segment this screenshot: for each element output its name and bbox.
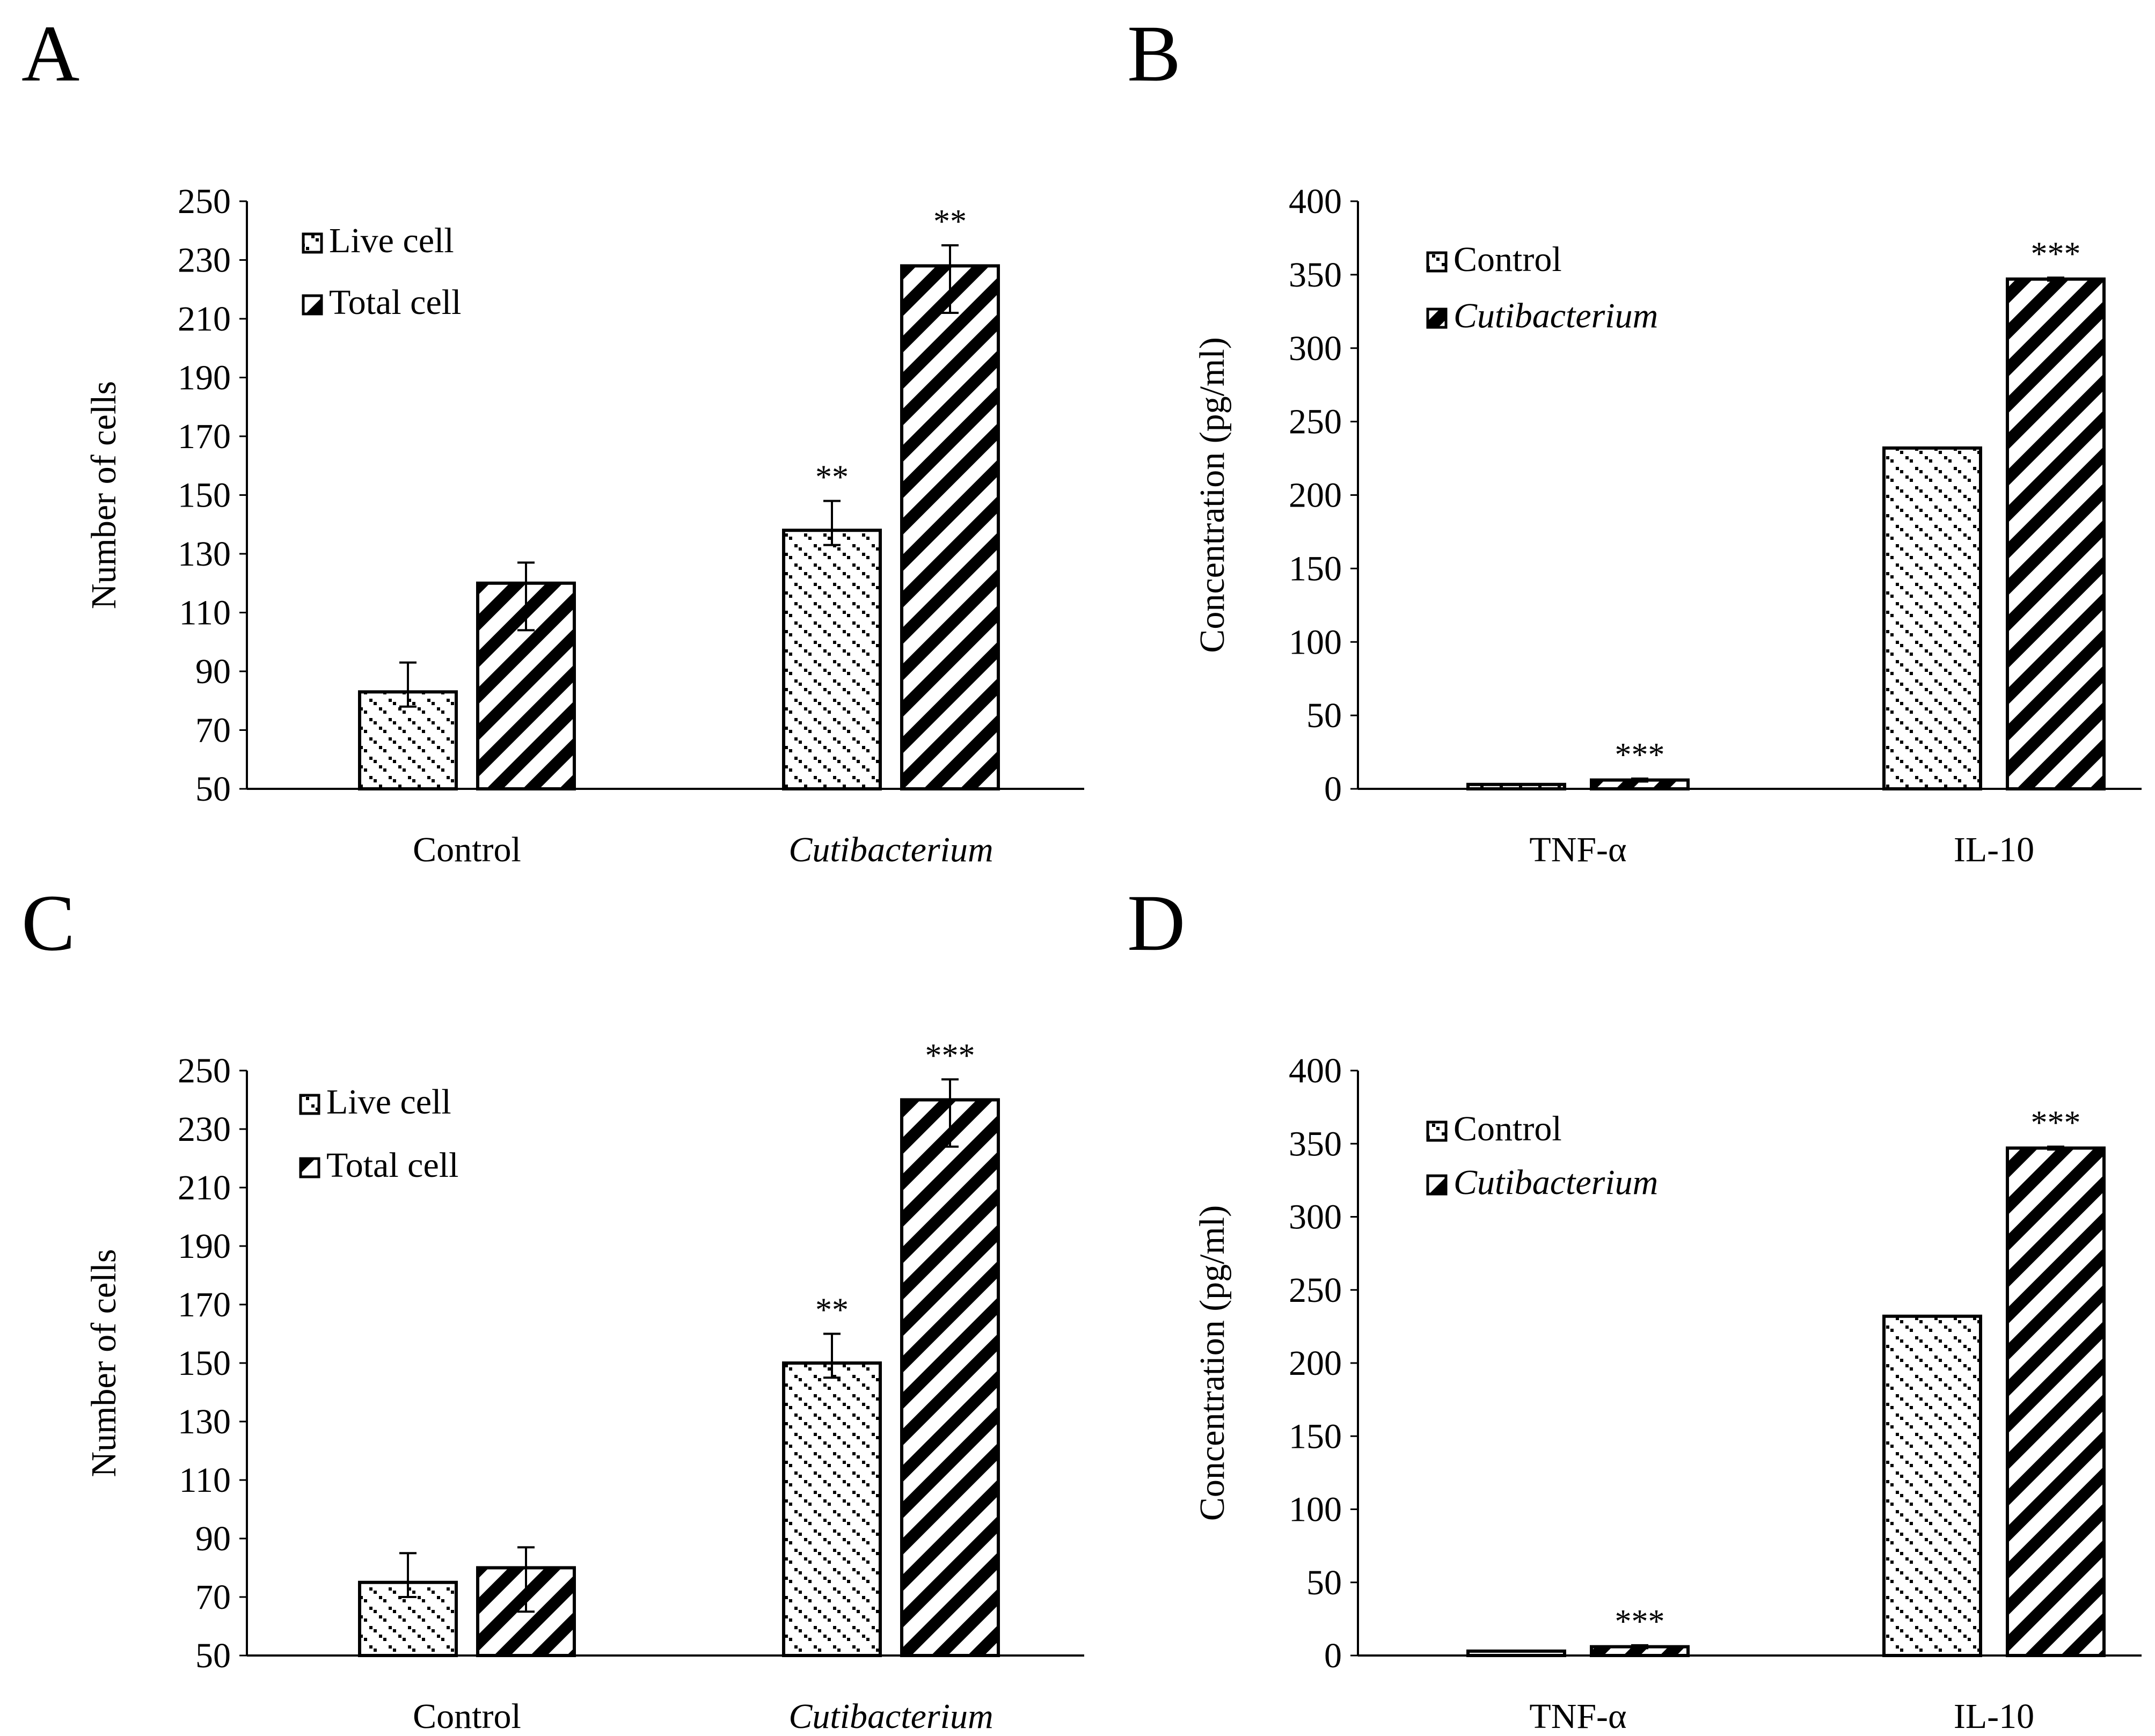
y-tick-label: 150: [178, 476, 231, 515]
y-tick-label: 400: [1289, 182, 1342, 221]
legend-swatch: [302, 232, 323, 254]
bar: [900, 264, 1000, 790]
chart-panel-a: A 50 70 90 110 130 150 170 190 210 230 250 Number of…: [21, 9, 1084, 869]
y-axis-title: Number of cells: [84, 1249, 123, 1477]
y-tick-label: 50: [195, 770, 231, 809]
x-category-label: TNF-α: [1529, 830, 1626, 869]
y-tick-label: 400: [1289, 1051, 1342, 1090]
y-tick-label: 150: [1289, 1417, 1342, 1456]
legend-label: Control: [1453, 1109, 1562, 1148]
x-category-label: TNF-α: [1529, 1697, 1626, 1736]
significance-marker: ***: [2031, 1105, 2081, 1141]
significance-marker: ***: [925, 1037, 975, 1074]
legend-label: Total cell: [329, 283, 461, 322]
y-tick-label: 200: [1289, 1344, 1342, 1383]
y-tick-label: 300: [1289, 329, 1342, 368]
y-axis-title: Number of cells: [84, 381, 123, 609]
y-tick-label: 350: [1289, 1124, 1342, 1163]
panel-letter: B: [1127, 9, 1181, 98]
significance-marker: **: [815, 1292, 849, 1329]
y-tick-label: 170: [178, 417, 231, 456]
y-tick-label: 250: [178, 1051, 231, 1090]
legend-swatch: [1426, 1120, 1448, 1142]
bar: [2006, 1146, 2106, 1658]
y-tick-label: 250: [178, 182, 231, 221]
y-tick-label: 230: [178, 1110, 231, 1149]
chart-panel-c: C 50 70 90 110 130 150 170 190 210 230 250 Number of…: [21, 878, 1084, 1736]
y-tick-label: 230: [178, 241, 231, 280]
x-category-label: Control: [413, 830, 521, 869]
legend-swatch: [1426, 1174, 1448, 1196]
legend-swatch: [299, 1157, 320, 1178]
y-axis-title: Concentration (pg/ml): [1193, 1205, 1232, 1521]
y-tick-label: 190: [178, 1227, 231, 1266]
bar: [900, 1098, 1000, 1657]
y-tick-label: 50: [1306, 1563, 1342, 1602]
y-tick-label: 210: [178, 299, 231, 339]
legend-swatch: [1426, 307, 1448, 329]
legend-swatch: [1426, 251, 1448, 273]
y-tick-label: 70: [195, 711, 231, 750]
y-tick-label: 110: [179, 1461, 231, 1500]
legend-label: Live cell: [326, 1082, 451, 1122]
legend-label: Total cell: [326, 1146, 458, 1185]
y-tick-label: 190: [178, 358, 231, 398]
y-tick-label: 350: [1289, 255, 1342, 295]
y-tick-label: 210: [178, 1168, 231, 1207]
x-category-label: IL-10: [1954, 830, 2034, 869]
x-category-label: IL-10: [1954, 1697, 2034, 1736]
y-tick-label: 100: [1289, 1490, 1342, 1529]
bar: [1882, 446, 1982, 790]
y-tick-label: 250: [1289, 1271, 1342, 1310]
significance-marker: ***: [1615, 737, 1665, 773]
significance-marker: **: [815, 459, 849, 495]
legend-swatch: [299, 1094, 320, 1115]
y-tick-label: 150: [178, 1344, 231, 1383]
bar: [782, 1361, 882, 1657]
y-tick-label: 300: [1289, 1198, 1342, 1237]
y-tick-label: 50: [1306, 696, 1342, 735]
y-tick-label: 90: [195, 652, 231, 691]
y-tick-label: 130: [178, 1402, 231, 1441]
bar: [782, 529, 882, 790]
y-tick-label: 0: [1324, 770, 1342, 809]
legend-label: Control: [1453, 240, 1562, 279]
significance-marker: ***: [1615, 1603, 1665, 1640]
bar: [1882, 1314, 1982, 1658]
y-axis-title: Concentration (pg/ml): [1193, 337, 1232, 653]
y-tick-label: 250: [1289, 402, 1342, 442]
legend-label: Live cell: [329, 221, 454, 260]
chart-panel-b: B 0 50 100 150 200 250 300 350 400 Concentration (…: [1127, 9, 2142, 869]
y-tick-label: 110: [179, 594, 231, 633]
legend-label: Cutibacterium: [1453, 296, 1658, 335]
panel-letter: A: [21, 9, 79, 98]
y-tick-label: 0: [1324, 1636, 1342, 1675]
bar: [2006, 277, 2106, 790]
significance-marker: ***: [2031, 236, 2081, 272]
y-tick-label: 90: [195, 1519, 231, 1558]
x-category-label: Control: [413, 1697, 521, 1736]
x-category-label: Cutibacterium: [788, 1697, 993, 1736]
y-tick-label: 70: [195, 1578, 231, 1617]
y-tick-label: 130: [178, 534, 231, 574]
significance-marker: **: [933, 203, 967, 240]
panel-letter: D: [1127, 878, 1185, 968]
y-tick-label: 200: [1289, 476, 1342, 515]
x-category-label: Cutibacterium: [788, 830, 993, 869]
chart-panel-d: D 0 50 100 150 200 250 300 350 400 Concentration (…: [1127, 878, 2142, 1736]
y-tick-label: 150: [1289, 549, 1342, 588]
bar: [1466, 782, 1566, 790]
panel-letter: C: [21, 878, 75, 968]
y-tick-label: 50: [195, 1636, 231, 1675]
bar: [1466, 1649, 1566, 1657]
legend-label: Cutibacterium: [1453, 1163, 1658, 1202]
legend-swatch: [302, 294, 323, 316]
bar: [358, 690, 458, 790]
y-tick-label: 170: [178, 1285, 231, 1324]
y-tick-label: 100: [1289, 622, 1342, 662]
